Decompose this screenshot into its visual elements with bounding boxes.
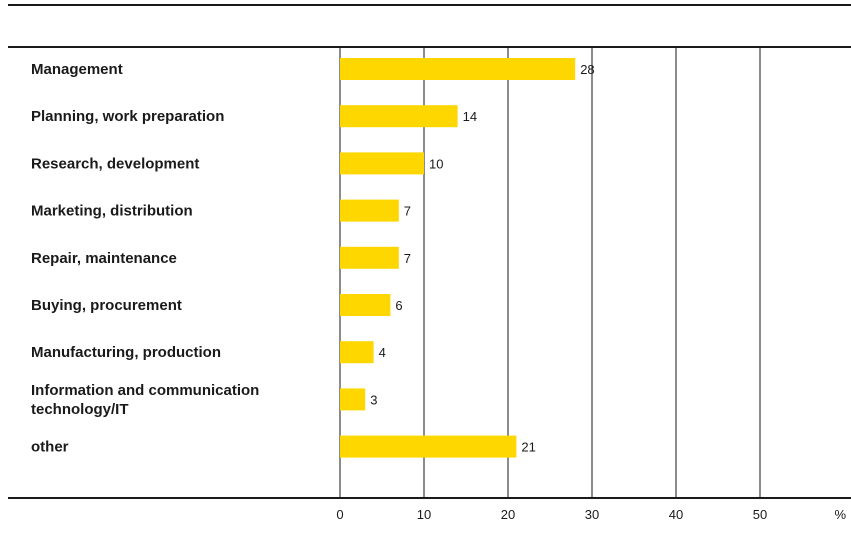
bar-8 <box>340 435 517 458</box>
bars <box>340 58 576 458</box>
category-label-line: Research, development <box>31 155 199 172</box>
category-label-line: Manufacturing, production <box>31 344 221 361</box>
x-unit-label: % <box>834 507 846 522</box>
bar-2 <box>340 152 424 175</box>
x-tick-label: 50 <box>753 507 767 522</box>
value-label: 3 <box>370 392 377 407</box>
category-label-line: Buying, procurement <box>31 297 182 314</box>
category-label-line: other <box>31 439 69 456</box>
bar-4 <box>340 246 399 269</box>
value-labels: 28 14 10 7 7 6 4 3 21 <box>370 62 594 455</box>
bar-1 <box>340 105 458 128</box>
category-label-line: Repair, maintenance <box>31 250 177 267</box>
value-label: 7 <box>404 204 411 219</box>
category-label: Management <box>31 61 123 78</box>
value-label: 4 <box>379 345 386 360</box>
value-label: 28 <box>580 62 594 77</box>
x-tick-label: 30 <box>585 507 599 522</box>
category-label: Information and communication technology/… <box>31 382 259 418</box>
x-tick-label: 40 <box>669 507 683 522</box>
value-label: 14 <box>463 109 477 124</box>
x-axis-ticks: 0 10 20 30 40 50% <box>336 507 846 522</box>
category-label: Buying, procurement <box>31 297 182 314</box>
category-label-line: Management <box>31 61 123 78</box>
category-labels: Management Planning, work preparation Rese… <box>31 61 259 456</box>
category-label: Manufacturing, production <box>31 344 221 361</box>
bar-5 <box>340 294 391 316</box>
value-label: 21 <box>521 440 535 455</box>
category-label-line: Planning, work preparation <box>31 108 224 125</box>
value-label: 7 <box>404 251 411 266</box>
bar-0 <box>340 58 576 80</box>
value-label: 10 <box>429 156 443 171</box>
category-label: Planning, work preparation <box>31 108 224 125</box>
category-label: Repair, maintenance <box>31 250 177 267</box>
category-label: Research, development <box>31 155 199 172</box>
bar-3 <box>340 199 399 222</box>
category-label-line: Information and communication <box>31 382 259 399</box>
category-label: other <box>31 439 69 456</box>
value-label: 6 <box>395 298 402 313</box>
x-tick-label: 20 <box>501 507 515 522</box>
category-label: Marketing, distribution <box>31 203 193 220</box>
category-label-line: Marketing, distribution <box>31 203 193 220</box>
x-tick-label: 10 <box>417 507 431 522</box>
x-tick-label: 0 <box>336 507 343 522</box>
category-label-line: technology/IT <box>31 401 129 418</box>
bar-7 <box>340 388 366 411</box>
bar-6 <box>340 341 374 364</box>
